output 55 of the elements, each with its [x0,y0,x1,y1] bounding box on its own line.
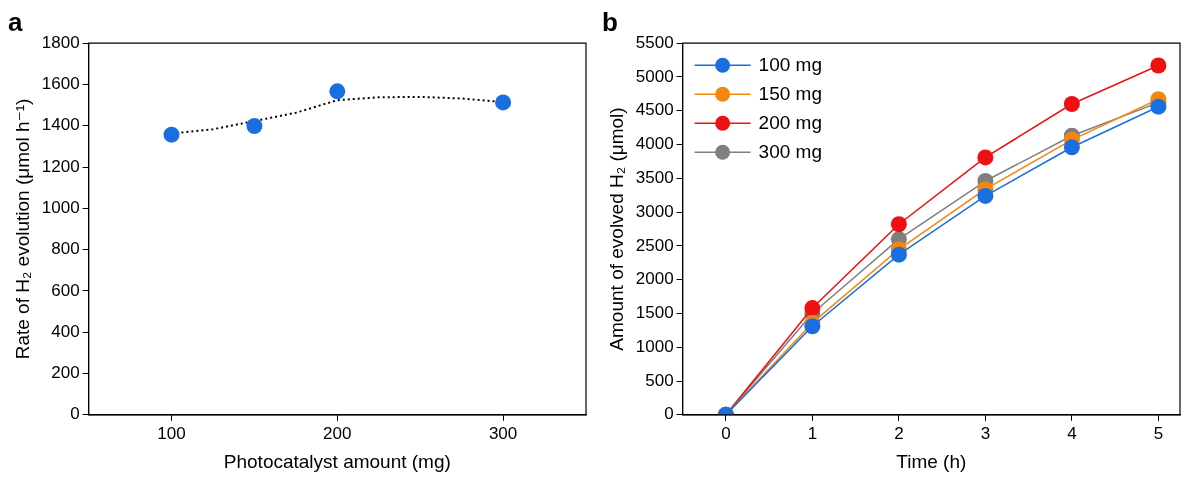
y-tick-label: 0 [70,404,80,424]
legend-label: 150 mg [758,83,822,105]
legend-label: 200 mg [758,112,822,134]
y-tick-label: 2500 [635,235,674,255]
y-tick-label: 5500 [635,32,674,52]
y-tick-label: 5000 [635,66,674,86]
y-tick-label: 1000 [635,336,674,356]
legend-label: 100 mg [758,54,822,76]
y-tick-label: 4000 [635,134,674,154]
legend-label: 300 mg [758,141,822,163]
y-tick-label: 2000 [635,269,674,289]
x-tick-label: 300 [488,423,518,443]
y-tick-label: 3000 [635,201,674,221]
x-tick-label: 100 [157,423,186,443]
x-axis-title: Time (h) [896,450,967,472]
chart-title: a [8,6,23,37]
x-tick-label: 200 [323,423,352,443]
y-tick-label: 1800 [41,32,80,52]
y-tick-label: 1400 [41,115,80,135]
point [1150,98,1167,115]
point [804,300,821,317]
x-axis-title: Photocatalyst amount (mg) [223,450,451,472]
y-tick-label: 1200 [41,156,80,176]
y-tick-label: 800 [51,239,80,259]
x-tick-label: 5 [1153,423,1164,443]
point [977,187,994,204]
point [804,318,821,335]
point [163,126,180,143]
point [977,149,994,166]
y-tick-label: 4500 [635,100,674,120]
chart-title: b [602,6,618,37]
y-tick-label: 3500 [635,168,674,188]
point [246,117,263,134]
y-tick-label: 1500 [635,303,674,323]
point [890,216,907,233]
point [495,94,512,111]
x-tick-label: 0 [721,423,731,443]
y-tick-label: 600 [51,280,80,300]
x-tick-label: 2 [894,423,904,443]
y-tick-label: 500 [645,370,674,390]
x-tick-label: 1 [807,423,818,443]
point [890,246,907,263]
y-tick-label: 200 [51,363,80,383]
point [1063,139,1080,156]
y-tick-label: 400 [51,321,80,341]
y-tick-label: 1600 [41,74,80,94]
point [1063,96,1080,113]
y-tick-label: 0 [664,404,674,424]
x-tick-label: 4 [1067,423,1077,443]
point [329,83,346,100]
point [1150,57,1167,74]
x-tick-label: 3 [980,423,991,443]
y-axis-title: Rate of H₂ evolution (μmol h⁻¹) [11,98,33,360]
y-tick-label: 1000 [41,198,80,218]
y-axis-title: Amount of evolved H₂ (μmol) [605,107,627,351]
